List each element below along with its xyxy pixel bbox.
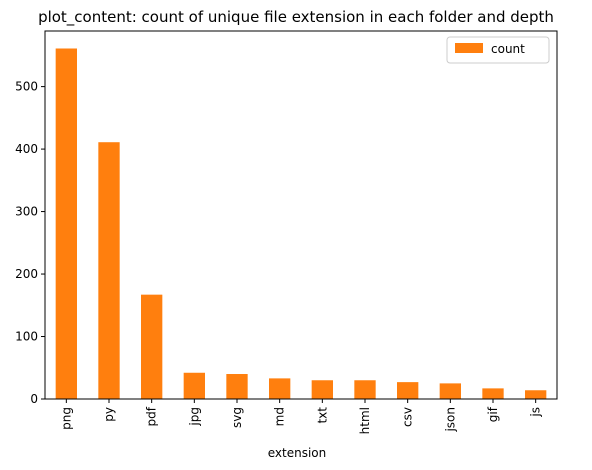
y-tick-label: 0 [30, 392, 38, 406]
bar-svg [226, 374, 248, 399]
x-tick-label-png: png [59, 407, 73, 430]
bar-js [525, 390, 547, 399]
bar-csv [397, 382, 419, 399]
x-tick-label-pdf: pdf [145, 406, 159, 426]
bar-json [439, 383, 461, 399]
bar-gif [482, 388, 504, 399]
bar-md [269, 378, 291, 399]
plot-area-frame [44, 30, 558, 400]
chart-title: plot_content: count of unique file exten… [38, 8, 554, 27]
y-tick-label: 300 [15, 205, 38, 219]
bar-pdf [141, 294, 163, 399]
x-tick-label-jpg: jpg [187, 407, 201, 427]
x-tick-label-py: py [102, 407, 116, 422]
bars-group [55, 48, 547, 400]
x-tick-label-csv: csv [401, 407, 415, 427]
bar-png [55, 48, 77, 400]
bar-html [354, 380, 376, 399]
x-tick-label-json: json [443, 407, 457, 433]
legend: count [446, 36, 550, 64]
legend-label-count: count [491, 42, 525, 56]
y-tick-label: 100 [15, 330, 38, 344]
y-tick-label: 200 [15, 267, 38, 281]
x-tick-label-gif: gif [486, 406, 500, 422]
y-tick-label: 400 [15, 142, 38, 156]
x-tick-label-svg: svg [230, 407, 244, 428]
x-tick-label-html: html [358, 407, 372, 434]
x-axis: png py pdf jpg svg md txt html csv json gif js [59, 399, 543, 434]
bar-py [98, 142, 120, 399]
bar-txt [311, 380, 333, 399]
y-tick-label: 500 [15, 80, 38, 94]
x-tick-label-js: js [529, 407, 543, 418]
y-axis: 0 100 200 300 400 500 [15, 80, 45, 406]
x-axis-label: extension [268, 446, 327, 460]
x-tick-label-txt: txt [315, 407, 329, 424]
x-tick-label-md: md [273, 407, 287, 426]
bar-jpg [183, 372, 205, 399]
legend-swatch [455, 43, 483, 53]
